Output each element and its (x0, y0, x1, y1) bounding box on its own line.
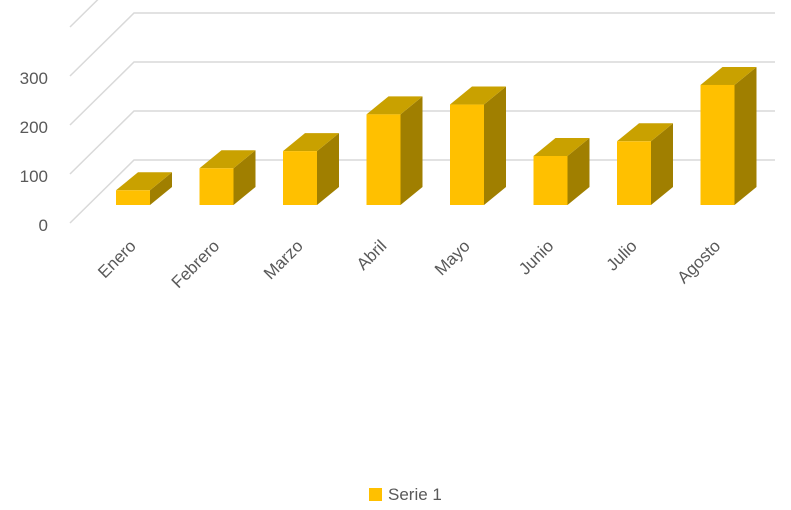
gridline-400 (69, 0, 99, 28)
bar-top-mayo (450, 86, 506, 105)
bar-front-febrero (199, 168, 234, 205)
bar-top-junio (533, 138, 590, 156)
bar-top-agosto (700, 66, 757, 85)
x-label-mayo: Mayo (431, 236, 474, 279)
y-tick-300: 300 (20, 69, 48, 88)
y-tick-200: 200 (20, 118, 48, 137)
x-label-julio: Julio (603, 236, 641, 274)
bar-side-agosto (734, 66, 757, 205)
y-tick-100: 100 (20, 167, 48, 186)
bar-side-enero (150, 172, 172, 205)
bar-front-mayo (450, 104, 484, 205)
chart-bars (116, 66, 757, 205)
bar-front-enero (116, 190, 150, 205)
gridline-200 (69, 61, 775, 126)
bar-front-julio (617, 141, 651, 205)
bar-top-julio (617, 123, 673, 142)
gridline-300 (69, 12, 775, 77)
bar-marzo (283, 133, 339, 205)
bar-front-junio (533, 156, 568, 205)
bar-front-marzo (283, 151, 317, 205)
y-tick-0: 0 (39, 216, 48, 235)
bar-junio (533, 138, 590, 205)
x-label-abril: Abril (353, 236, 390, 273)
bar-side-mayo (484, 86, 506, 205)
bar-top-abril (366, 96, 423, 115)
bar-front-agosto (700, 84, 735, 205)
bar-agosto (700, 66, 757, 205)
y-axis-ticks: 0 100 200 300 (20, 69, 48, 235)
x-label-agosto: Agosto (673, 236, 724, 287)
x-label-marzo: Marzo (260, 236, 307, 283)
bar-top-marzo (283, 133, 339, 152)
bar-abril (366, 96, 423, 205)
legend-label-serie-1: Serie 1 (388, 485, 442, 504)
gridline-100 (69, 110, 775, 175)
bar-side-abril (400, 96, 423, 205)
bar-mayo (450, 86, 506, 205)
x-label-junio: Junio (515, 236, 557, 278)
legend-swatch-serie-1 (369, 488, 382, 501)
bar-top-enero (116, 172, 172, 191)
x-label-febrero: Febrero (168, 236, 224, 292)
bar-side-julio (651, 123, 673, 205)
bar-julio (617, 123, 673, 205)
bar-front-abril (366, 114, 401, 205)
bar-side-junio (567, 138, 590, 205)
bar-side-febrero (233, 150, 256, 205)
bar-enero (116, 172, 172, 205)
bar-febrero (199, 150, 256, 205)
bar-top-febrero (199, 150, 256, 169)
chart-legend: Serie 1 (369, 485, 442, 504)
x-label-enero: Enero (94, 236, 140, 282)
x-axis-labels: Enero Febrero Marzo Abril Mayo Junio Julio Agos… (94, 236, 724, 292)
bar-side-marzo (317, 133, 339, 205)
